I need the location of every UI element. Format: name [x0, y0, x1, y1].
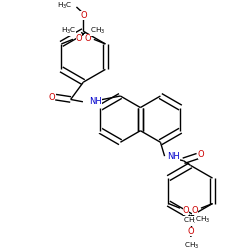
Text: O: O — [187, 227, 194, 236]
Text: O: O — [183, 206, 190, 214]
Text: CH$_3$: CH$_3$ — [195, 215, 210, 225]
Text: O: O — [49, 93, 56, 102]
Text: O: O — [80, 11, 87, 20]
Text: CH$_3$: CH$_3$ — [183, 216, 198, 226]
Text: NH: NH — [167, 152, 180, 161]
Text: O: O — [76, 34, 82, 43]
Text: H$_3$C: H$_3$C — [58, 1, 73, 11]
Text: NH: NH — [89, 97, 102, 106]
Text: O: O — [192, 206, 198, 214]
Text: CH$_3$: CH$_3$ — [90, 26, 106, 36]
Text: CH$_3$: CH$_3$ — [184, 240, 199, 250]
Text: H$_3$C: H$_3$C — [61, 26, 76, 36]
Text: O: O — [84, 34, 91, 43]
Text: O: O — [198, 150, 204, 160]
